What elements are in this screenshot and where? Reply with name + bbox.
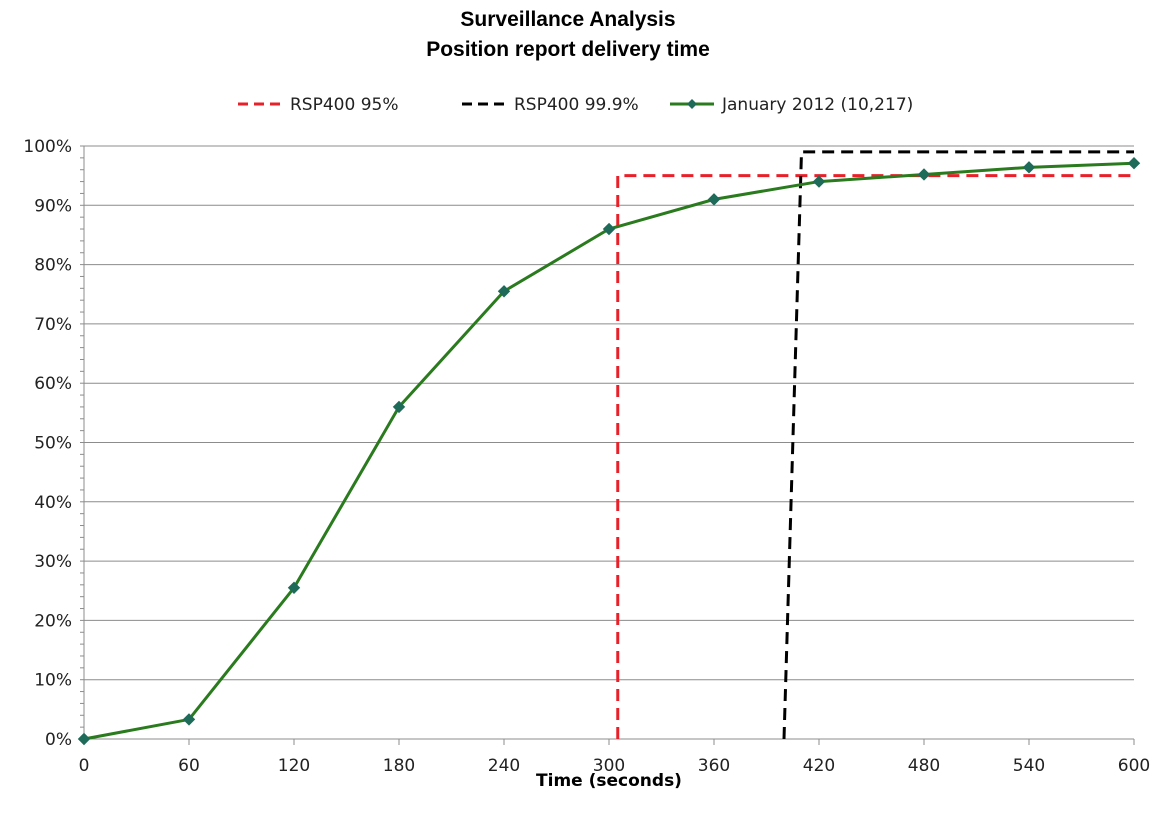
legend-label: RSP400 95%: [290, 95, 399, 115]
y-tick-label: 60%: [34, 374, 72, 394]
x-tick-label: 480: [908, 756, 940, 776]
gridlines: [80, 145, 1135, 745]
y-tick-label: 50%: [34, 434, 72, 454]
legend-item: RSP400 95%: [238, 95, 399, 115]
data-point: [392, 400, 406, 414]
chart-subtitle: Position report delivery time: [426, 38, 710, 61]
data-point: [1127, 156, 1141, 170]
data-point: [287, 581, 301, 594]
legend-label: RSP400 99.9%: [514, 95, 639, 115]
plot-area: [77, 150, 1141, 746]
legend-item: RSP400 99.9%: [462, 95, 639, 115]
x-tick-label: 420: [803, 756, 835, 776]
data-point: [497, 285, 511, 298]
y-tick-label: 40%: [34, 493, 72, 513]
series-line-1: [782, 150, 1134, 740]
chart-title: Surveillance Analysis: [460, 8, 675, 31]
y-tick-label: 0%: [45, 730, 72, 750]
data-point: [182, 713, 196, 726]
data-point: [1022, 161, 1036, 174]
x-tick-label: 240: [488, 756, 520, 776]
legend-item: January 2012 (10,217): [670, 95, 913, 115]
x-tick-label: 120: [278, 756, 310, 776]
series-line-2: [83, 161, 1135, 741]
y-tick-label: 70%: [34, 315, 72, 335]
data-point: [917, 168, 931, 181]
data-point: [707, 193, 721, 206]
series-line-0: [616, 174, 1134, 739]
x-tick-label: 60: [178, 756, 200, 776]
data-point: [77, 732, 91, 746]
x-axis-label: Time (seconds): [536, 771, 682, 791]
legend-marker: [687, 99, 697, 109]
x-tick-label: 180: [383, 756, 415, 776]
data-point: [602, 222, 616, 236]
x-tick-label: 540: [1013, 756, 1045, 776]
y-tick-label: 100%: [23, 137, 72, 157]
x-tick-label: 0: [79, 756, 90, 776]
y-tick-label: 30%: [34, 552, 72, 572]
y-tick-label: 10%: [34, 671, 72, 691]
x-tick-label: 300: [593, 756, 625, 776]
legend: RSP400 95% RSP400 99.9% January 2012 (10,2…: [238, 95, 913, 115]
x-tick-label: 600: [1118, 756, 1150, 776]
x-tick-label: 360: [698, 756, 730, 776]
y-tick-label: 80%: [34, 256, 72, 276]
data-point: [812, 175, 826, 188]
y-tick-label: 90%: [34, 196, 72, 216]
y-tick-label: 20%: [34, 611, 72, 631]
x-axis-ticks: 0 60 120 180 240 300 360 420 480 540 600: [79, 756, 1151, 776]
y-axis-ticks: 0% 10% 20% 30% 40% 50% 60% 70% 80% 90% 100%: [23, 137, 72, 750]
legend-label: January 2012 (10,217): [721, 95, 913, 115]
